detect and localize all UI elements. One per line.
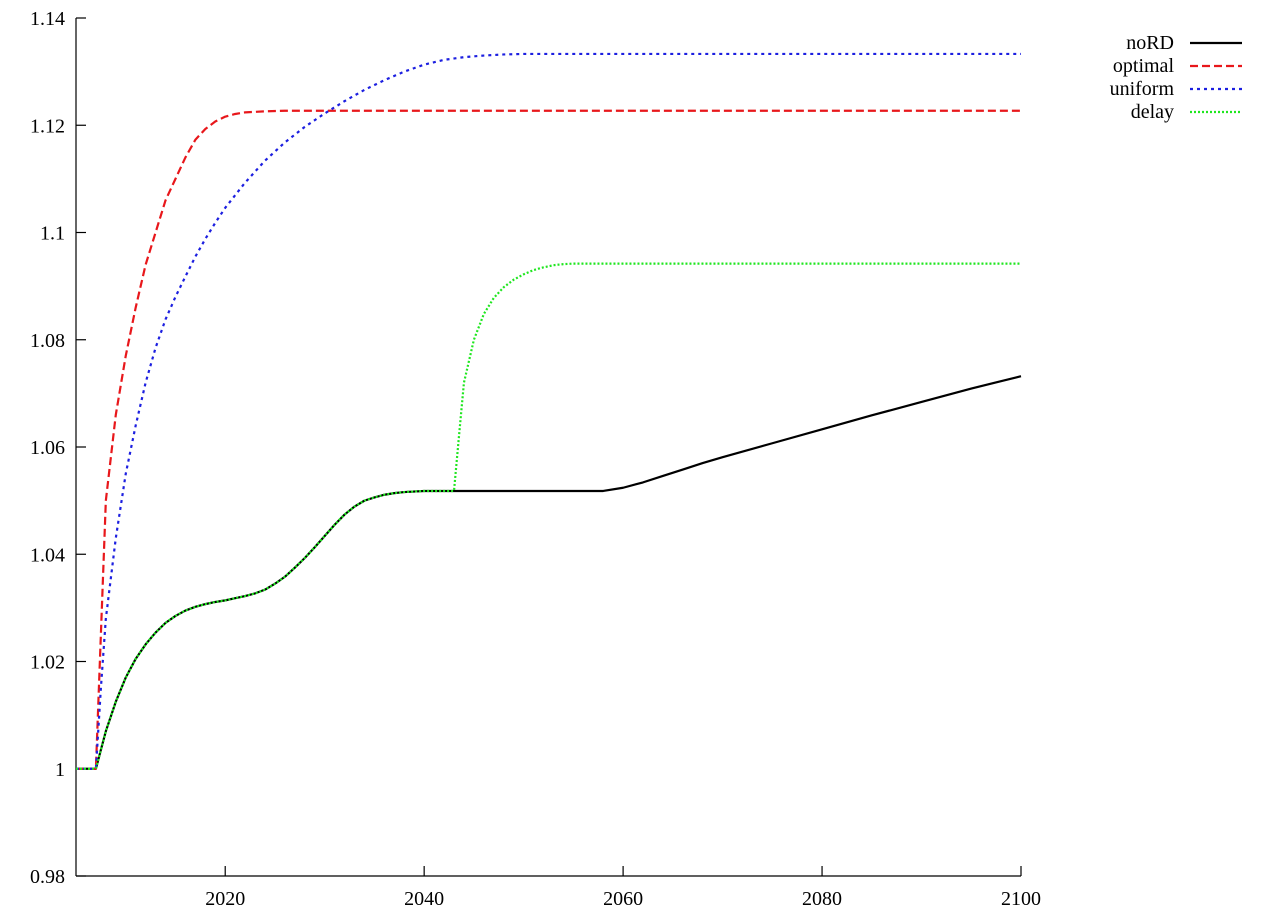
y-tick-label: 1.02 bbox=[30, 652, 65, 674]
x-tick-label: 2080 bbox=[802, 888, 842, 910]
series-line-delay bbox=[76, 262, 1021, 770]
legend-label-optimal: optimal bbox=[1113, 55, 1175, 77]
x-tick-label: 2100 bbox=[1001, 888, 1041, 910]
series-line-uniform bbox=[76, 52, 1021, 770]
x-tick-label: 2020 bbox=[205, 888, 245, 910]
legend-label-noRD: noRD bbox=[1126, 32, 1174, 54]
y-tick-label: 1.1 bbox=[40, 223, 65, 245]
y-tick-label: 0.98 bbox=[30, 866, 65, 888]
x-axis-ticks: 2020 2040 2060 2080 2100 bbox=[205, 866, 1041, 910]
x-tick-label: 2040 bbox=[404, 888, 444, 910]
series-lines bbox=[76, 52, 1022, 770]
legend-label-delay: delay bbox=[1131, 101, 1174, 123]
y-axis-ticks: 0.98 1 1.02 1.04 1.06 1.08 1.1 1.12 1.14 bbox=[30, 8, 86, 888]
y-tick-label: 1.14 bbox=[30, 8, 65, 30]
y-tick-label: 1.04 bbox=[30, 544, 65, 566]
x-tick-label: 2060 bbox=[603, 888, 643, 910]
legend-label-uniform: uniform bbox=[1110, 78, 1175, 100]
y-tick-label: 1 bbox=[55, 759, 65, 781]
series-line-noRD bbox=[76, 375, 1022, 770]
y-tick-label: 1.12 bbox=[30, 115, 65, 137]
chart-axes bbox=[75, 18, 1021, 877]
y-tick-label: 1.08 bbox=[30, 330, 65, 352]
y-tick-label: 1.06 bbox=[30, 437, 65, 459]
series-line-optimal bbox=[76, 109, 1021, 770]
